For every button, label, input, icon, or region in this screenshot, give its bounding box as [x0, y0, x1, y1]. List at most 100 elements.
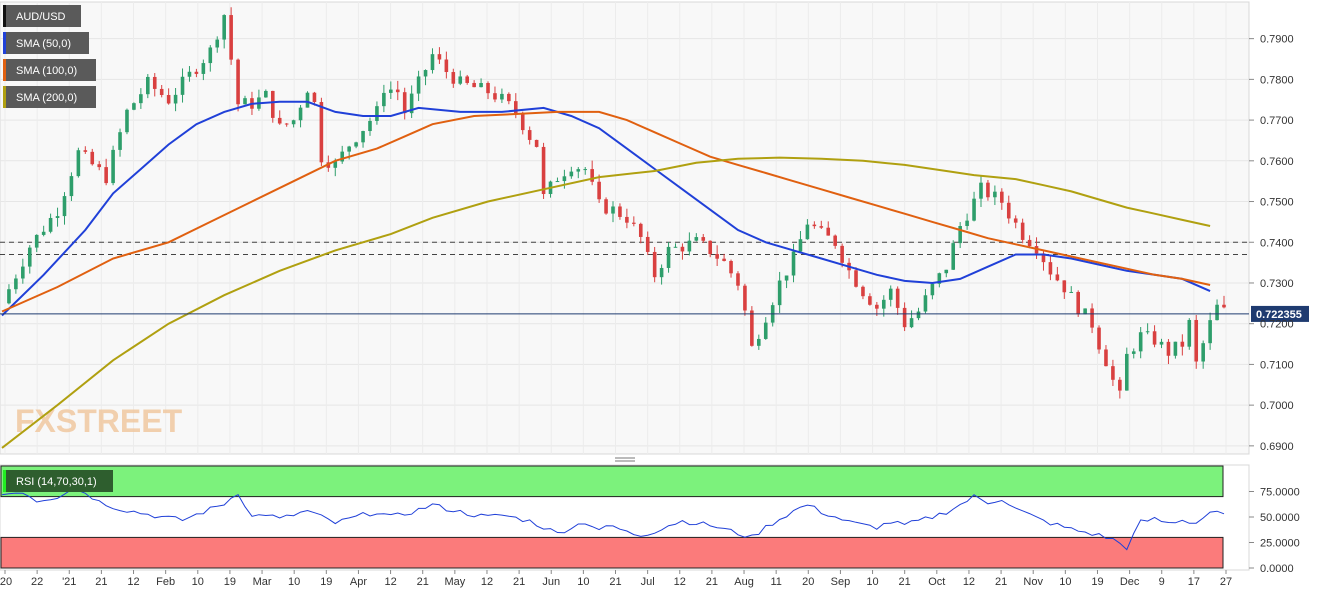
candle[interactable] — [132, 102, 136, 111]
legend-sma100[interactable]: SMA (100,0) — [3, 59, 96, 81]
candle[interactable] — [888, 285, 893, 307]
candle[interactable] — [1055, 266, 1060, 282]
candle[interactable] — [493, 86, 497, 103]
candle[interactable] — [458, 70, 463, 86]
candle[interactable] — [125, 108, 129, 135]
candle[interactable] — [736, 271, 740, 291]
candle[interactable] — [83, 146, 88, 154]
legend-sma200[interactable]: SMA (200,0) — [3, 86, 96, 108]
candle[interactable] — [680, 243, 685, 260]
candle[interactable] — [1166, 339, 1171, 365]
candle[interactable] — [1076, 290, 1080, 317]
candle[interactable] — [632, 216, 636, 227]
candle[interactable] — [465, 74, 469, 85]
candle[interactable] — [208, 45, 213, 72]
candle[interactable] — [1180, 334, 1185, 356]
candle[interactable] — [527, 126, 532, 145]
candle[interactable] — [861, 285, 865, 300]
candle[interactable] — [236, 58, 240, 112]
candle[interactable] — [264, 89, 268, 98]
candle[interactable] — [909, 310, 914, 329]
pane-resize-handle[interactable] — [615, 457, 635, 462]
candle[interactable] — [305, 91, 310, 108]
candle[interactable] — [722, 253, 726, 262]
candle[interactable] — [868, 293, 872, 306]
candle[interactable] — [395, 80, 400, 101]
candle[interactable] — [638, 222, 643, 244]
candle[interactable] — [194, 68, 199, 78]
candle[interactable] — [826, 221, 831, 236]
candle[interactable] — [1124, 347, 1129, 391]
candle[interactable] — [444, 51, 449, 79]
candle[interactable] — [944, 269, 949, 278]
candle[interactable] — [389, 81, 393, 99]
candle[interactable] — [368, 117, 372, 136]
candle[interactable] — [1208, 312, 1212, 350]
candle[interactable] — [708, 240, 713, 258]
candle[interactable] — [139, 88, 143, 109]
candle[interactable] — [340, 145, 345, 164]
candle[interactable] — [715, 245, 719, 266]
candle[interactable] — [243, 95, 247, 105]
candle[interactable] — [270, 90, 275, 123]
candle[interactable] — [583, 167, 588, 175]
candle[interactable] — [1000, 188, 1004, 210]
candle[interactable] — [1222, 295, 1226, 309]
candle[interactable] — [479, 78, 483, 88]
rsi-line[interactable] — [1, 489, 1225, 551]
candle[interactable] — [666, 242, 671, 273]
candle[interactable] — [923, 289, 928, 314]
candle[interactable] — [187, 66, 192, 82]
candle[interactable] — [1006, 195, 1011, 224]
candle[interactable] — [569, 166, 574, 179]
candle[interactable] — [48, 213, 53, 234]
candle[interactable] — [215, 36, 220, 53]
candle[interactable] — [895, 286, 900, 315]
legend-rsi[interactable]: RSI (14,70,30,1) — [3, 470, 113, 492]
candle[interactable] — [507, 92, 511, 105]
candle[interactable] — [7, 284, 11, 305]
candle[interactable] — [118, 128, 122, 157]
candle[interactable] — [1111, 359, 1115, 387]
candle[interactable] — [604, 197, 608, 215]
candle[interactable] — [611, 201, 615, 223]
candle[interactable] — [152, 73, 157, 97]
candle[interactable] — [159, 84, 164, 98]
candle[interactable] — [90, 148, 95, 166]
candle[interactable] — [21, 258, 25, 284]
candle[interactable] — [69, 172, 74, 202]
candle[interactable] — [777, 271, 782, 313]
candle[interactable] — [1152, 325, 1157, 348]
candle[interactable] — [111, 145, 115, 186]
candle[interactable] — [1173, 341, 1178, 359]
candle[interactable] — [763, 317, 768, 340]
sma-line[interactable] — [1, 156, 1211, 449]
candle[interactable] — [291, 119, 296, 128]
candle[interactable] — [972, 191, 976, 222]
candle[interactable] — [104, 158, 108, 186]
candle[interactable] — [1215, 299, 1219, 321]
candle[interactable] — [27, 245, 32, 274]
candle[interactable] — [750, 306, 754, 347]
candle[interactable] — [173, 87, 178, 112]
legend-symbol[interactable]: AUD/USD — [3, 5, 81, 27]
candle[interactable] — [437, 47, 442, 65]
candle[interactable] — [652, 246, 657, 283]
candle[interactable] — [881, 295, 886, 317]
candle[interactable] — [798, 231, 803, 252]
sma-line[interactable] — [1, 100, 1211, 317]
candle[interactable] — [1027, 235, 1032, 249]
candle[interactable] — [902, 302, 907, 332]
candle[interactable] — [180, 68, 185, 103]
candle[interactable] — [701, 233, 706, 244]
candle[interactable] — [277, 110, 282, 125]
candle[interactable] — [659, 264, 664, 285]
candle[interactable] — [757, 334, 761, 350]
candle[interactable] — [833, 234, 837, 249]
candle[interactable] — [784, 275, 789, 289]
candle[interactable] — [819, 220, 824, 229]
candle[interactable] — [409, 85, 414, 119]
candle[interactable] — [402, 87, 407, 120]
